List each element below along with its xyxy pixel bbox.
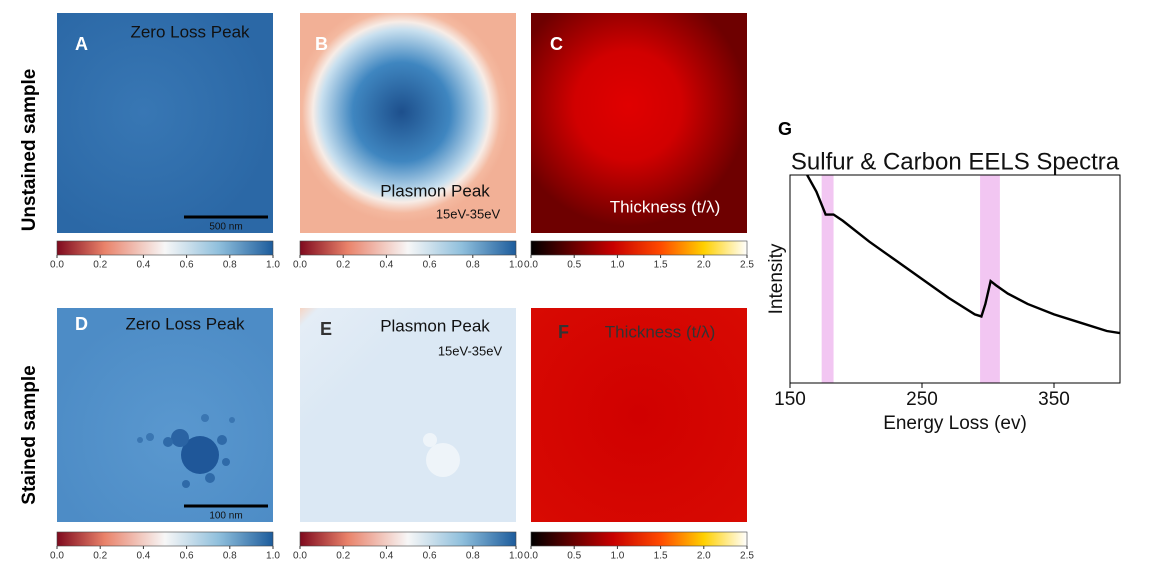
axes-frame xyxy=(790,175,1120,383)
colorbar-tick-label: 1.5 xyxy=(654,260,668,271)
map-image xyxy=(300,308,516,522)
colorbar-tick-label: 1.0 xyxy=(266,260,280,271)
colorbar-tick-label: 0.4 xyxy=(379,551,393,561)
colorbar xyxy=(57,241,273,255)
particle xyxy=(423,433,437,447)
panel-title: Plasmon Peak xyxy=(380,181,490,200)
colorbar-tick-label: 1.5 xyxy=(654,551,668,561)
panel-subtitle: 15eV-35eV xyxy=(438,343,503,358)
particle xyxy=(205,473,215,483)
panel-title: Zero Loss Peak xyxy=(125,314,245,333)
colorbar-tick-label: 0.5 xyxy=(567,551,581,561)
colorbar-tick-label: 0.5 xyxy=(567,260,581,271)
colorbar-tick-label: 0.8 xyxy=(466,260,480,271)
colorbar-tick-label: 0.4 xyxy=(379,260,393,271)
x-tick-label: 250 xyxy=(906,389,938,410)
colorbar-tick-label: 2.0 xyxy=(697,551,711,561)
panel-letter: A xyxy=(75,34,88,54)
x-axis-label: Energy Loss (ev) xyxy=(883,413,1027,434)
x-tick-label: 150 xyxy=(774,389,806,410)
row-label: Stained sample xyxy=(19,365,40,504)
particle xyxy=(171,429,189,447)
particle xyxy=(229,417,235,423)
panel-subtitle: 15eV-35eV xyxy=(436,206,501,221)
colorbar-tick-label: 0.8 xyxy=(466,551,480,561)
panel-letter: F xyxy=(558,322,569,342)
map-image xyxy=(57,308,273,522)
panel-letter: G xyxy=(778,119,792,139)
x-tick-label: 350 xyxy=(1038,389,1070,410)
scale-bar-label: 500 nm xyxy=(209,222,242,233)
panel-title: Zero Loss Peak xyxy=(130,22,250,41)
colorbar xyxy=(300,532,516,546)
particle xyxy=(217,435,227,445)
colorbar-tick-label: 0.8 xyxy=(223,260,237,271)
panel-letter: D xyxy=(75,314,88,334)
colorbar-tick-label: 1.0 xyxy=(266,551,280,561)
figure: Unstained sample Stained sample A Zero Loss… xyxy=(0,0,1149,561)
particle xyxy=(137,437,143,443)
colorbar-tick-label: 0.4 xyxy=(136,551,150,561)
colorbar-tick-label: 1.0 xyxy=(610,260,624,271)
colorbar-tick-label: 0.0 xyxy=(524,260,538,271)
colorbar-tick-label: 0.0 xyxy=(50,260,64,271)
panel-letter: B xyxy=(315,34,328,54)
colorbar-tick-label: 0.0 xyxy=(50,551,64,561)
particle xyxy=(146,433,154,441)
particle xyxy=(222,458,230,466)
map-image xyxy=(57,13,273,233)
colorbar-tick-label: 0.6 xyxy=(423,551,437,561)
colorbar-tick-label: 0.2 xyxy=(336,260,350,271)
colorbar-tick-label: 0.8 xyxy=(223,551,237,561)
colorbar-tick-label: 0.0 xyxy=(293,260,307,271)
colorbar-tick-label: 0.6 xyxy=(423,260,437,271)
colorbar-tick-label: 0.6 xyxy=(180,551,194,561)
colorbar-tick-label: 0.2 xyxy=(93,551,107,561)
row-label: Unstained sample xyxy=(19,69,40,232)
y-axis-label: Intensity xyxy=(766,243,787,314)
colorbar-tick-label: 1.0 xyxy=(509,551,523,561)
colorbar xyxy=(300,241,516,255)
colorbar xyxy=(57,532,273,546)
colorbar-tick-label: 0.6 xyxy=(180,260,194,271)
colorbar-tick-label: 2.5 xyxy=(740,551,754,561)
particle xyxy=(426,443,460,477)
particle xyxy=(201,414,209,422)
colorbar-tick-label: 2.0 xyxy=(697,260,711,271)
colorbar-tick-label: 2.5 xyxy=(740,260,754,271)
colorbar-tick-label: 0.4 xyxy=(136,260,150,271)
colorbar-tick-label: 0.0 xyxy=(524,551,538,561)
particle xyxy=(163,437,173,447)
panel-title: Thickness (t/λ) xyxy=(610,197,721,216)
colorbar-tick-label: 0.2 xyxy=(93,260,107,271)
scale-bar-label: 100 nm xyxy=(209,511,242,522)
colorbar-tick-label: 1.0 xyxy=(610,551,624,561)
panel-letter: C xyxy=(550,34,563,54)
colorbar-tick-label: 0.0 xyxy=(293,551,307,561)
colorbar-tick-label: 1.0 xyxy=(509,260,523,271)
chart-title: Sulfur & Carbon EELS Spectra xyxy=(791,148,1120,175)
highlight-band xyxy=(980,175,1000,383)
colorbar xyxy=(531,532,747,546)
colorbar xyxy=(531,241,747,255)
panel-title: Thickness (t/λ) xyxy=(605,322,716,341)
panel-title: Plasmon Peak xyxy=(380,316,490,335)
particle xyxy=(182,480,190,488)
colorbar-tick-label: 0.2 xyxy=(336,551,350,561)
spectrum-line xyxy=(807,175,1120,333)
panel-letter: E xyxy=(320,319,332,339)
